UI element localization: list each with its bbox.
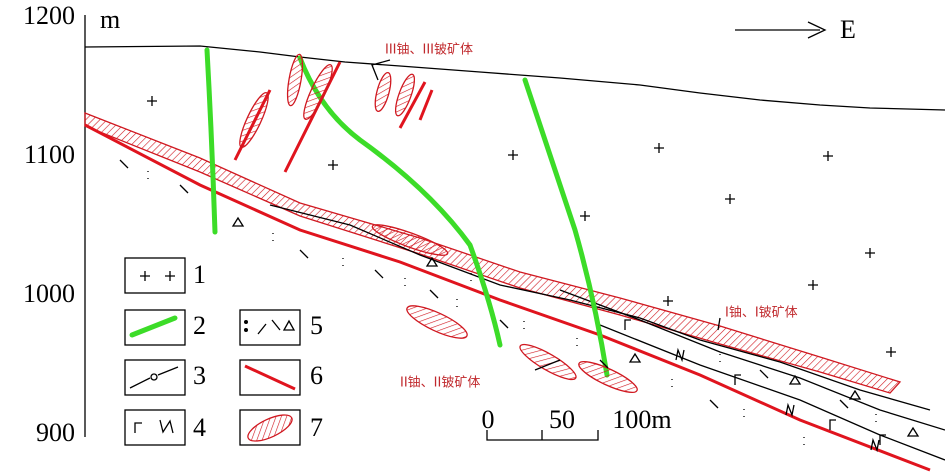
symbol [147, 96, 157, 106]
tick-label: 1100 [24, 140, 75, 169]
symbol [839, 399, 849, 409]
fault [84, 123, 931, 472]
tick-label: 1000 [23, 279, 75, 308]
symbol [675, 347, 685, 363]
symbol [628, 352, 642, 363]
legend-number: 2 [193, 311, 206, 340]
symbol [499, 319, 509, 329]
symbol [624, 319, 631, 330]
annotation: II铀、II铍矿体 [400, 376, 480, 391]
symbol [429, 289, 439, 299]
symbol [119, 159, 129, 169]
symbol [725, 194, 735, 204]
symbol [299, 249, 309, 259]
tick-label: 900 [36, 418, 75, 447]
symbol [785, 402, 795, 418]
legend-number: 5 [310, 311, 323, 340]
symbol [231, 216, 245, 227]
symbol [599, 359, 609, 369]
symbol [823, 151, 833, 161]
symbol [580, 211, 590, 221]
symbol [870, 437, 880, 453]
symbol [654, 143, 664, 153]
symbol [734, 374, 741, 385]
scale-label: 0 [482, 405, 495, 434]
legend-number: 7 [310, 413, 323, 442]
legend-number: 1 [193, 260, 206, 289]
symbol [879, 434, 886, 445]
symbol [328, 160, 338, 170]
annotation: I铀、I铍矿体 [725, 306, 798, 321]
symbol [829, 419, 836, 430]
symbol [759, 369, 769, 379]
legend-number: 3 [193, 361, 206, 390]
labels: 1200 1100 1000 900 m E III铀、III铍矿体 I铀、I铍… [23, 1, 856, 447]
symbol [508, 150, 518, 160]
tick-label: 1200 [23, 1, 75, 30]
unit: m [100, 5, 120, 34]
symbol [788, 374, 802, 385]
symbol [179, 184, 189, 194]
surface [84, 45, 945, 111]
symbol [709, 399, 719, 409]
symbol [886, 347, 896, 357]
scale-label: 50 [549, 405, 575, 434]
annotation: III铀、III铍矿体 [385, 43, 473, 58]
symbol [808, 280, 818, 290]
legend-number: 4 [193, 413, 206, 442]
legend-number: 6 [310, 361, 323, 390]
symbol [865, 248, 875, 258]
symbol [663, 296, 673, 306]
direction: E [840, 15, 856, 44]
symbol [906, 426, 920, 437]
symbol [848, 389, 862, 400]
geology [84, 15, 945, 472]
ore-band [84, 112, 902, 394]
symbol [374, 269, 384, 279]
symbol [425, 256, 439, 267]
scale-label: 100m [612, 405, 671, 434]
